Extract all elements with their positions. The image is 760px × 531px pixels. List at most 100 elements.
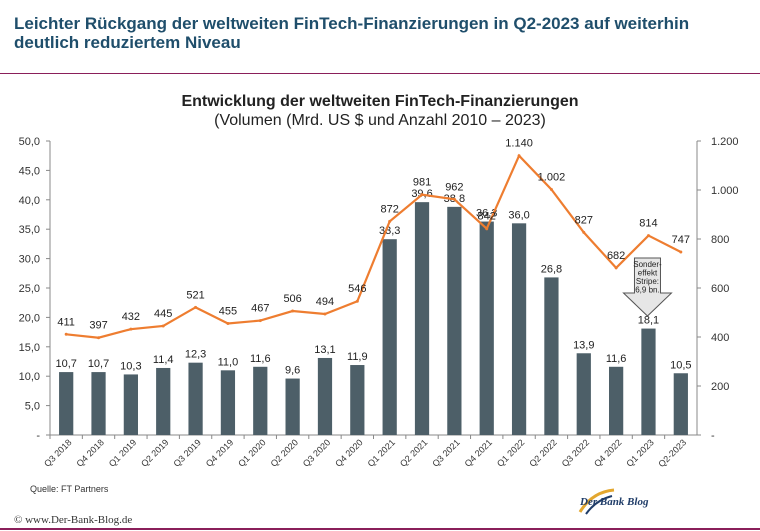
bar <box>156 367 171 435</box>
y-left-tick-label: 15,0 <box>19 342 40 354</box>
y-right-tick-label: 1.200 <box>711 136 739 148</box>
x-tick-label: Q3 2019 <box>172 437 203 468</box>
x-tick-label: Q4 2018 <box>74 437 105 468</box>
x-tick-label: Q3 2020 <box>301 437 332 468</box>
count-line-point <box>355 299 359 303</box>
bar <box>91 372 106 435</box>
bar <box>511 223 527 435</box>
x-tick-label: Q1 2022 <box>495 437 526 468</box>
brand-swoosh-icon <box>578 488 615 515</box>
count-line-point <box>646 234 650 238</box>
y-right-tick-label: 400 <box>711 332 729 344</box>
count-line-point <box>452 197 456 201</box>
bar <box>188 362 203 435</box>
bar <box>59 372 74 435</box>
bar-value-label: 10,3 <box>120 360 141 372</box>
bar-value-label: 10,5 <box>670 359 691 371</box>
bar <box>641 328 656 435</box>
y-left-tick-label: 30,0 <box>19 254 40 266</box>
annotation-arrow <box>622 257 673 317</box>
y-left-tick-label: 10,0 <box>19 371 40 383</box>
y-left-tick-label: 35,0 <box>19 224 40 236</box>
annotation-text: Stripe: <box>636 277 659 286</box>
line-value-label: 546 <box>348 283 366 295</box>
bar <box>285 378 300 435</box>
bar-value-label: 10,7 <box>88 358 109 370</box>
x-tick-label: Q3 2021 <box>430 437 461 468</box>
x-tick-label: Q4 2021 <box>463 437 494 468</box>
x-tick-label: Q4 2020 <box>333 437 364 468</box>
x-tick-label: Q3 2022 <box>560 437 591 468</box>
line-value-label: 432 <box>122 311 140 323</box>
line-value-label: 445 <box>154 308 172 320</box>
bar-value-label: 11,6 <box>606 353 627 365</box>
line-value-label: 467 <box>251 303 269 315</box>
chart-subtitle: (Volumen (Mrd. US $ und Anzahl 2010 – 20… <box>214 112 546 129</box>
brand-logo: Der Bank Blog <box>580 496 649 508</box>
bar-value-label: 26,8 <box>541 263 562 275</box>
count-line-point <box>679 250 683 254</box>
count-line-point <box>582 230 586 234</box>
y-right-tick-label: 200 <box>711 381 729 393</box>
bar-value-label: 13,9 <box>573 339 594 351</box>
headline: Leichter Rückgang der weltweiten FinTech… <box>14 14 690 52</box>
count-line-point <box>129 327 133 331</box>
x-tick-label: Q2 2021 <box>398 437 429 468</box>
x-tick-label: Q1 2023 <box>624 437 655 468</box>
line-value-label: 1.140 <box>505 138 533 150</box>
count-line-point <box>161 324 165 328</box>
bar <box>479 221 494 435</box>
annotation-text: 6,9 bn. <box>635 286 659 295</box>
count-line-point <box>97 336 101 340</box>
x-tick-label: Q4 2022 <box>592 437 623 468</box>
bar-value-label: 12,3 <box>185 349 206 361</box>
y-right-tick-label: 800 <box>711 234 729 246</box>
x-tick-label: Q2 2019 <box>139 437 170 468</box>
bar <box>123 374 138 435</box>
y-left-tick-label: 25,0 <box>19 283 40 295</box>
bar <box>447 206 462 435</box>
divider <box>0 73 760 74</box>
line-value-label: 747 <box>672 234 690 246</box>
count-line-point <box>614 266 618 270</box>
count-line-point <box>323 312 327 316</box>
y-right-tick-label: 1.000 <box>711 185 739 197</box>
line-value-label: 1.002 <box>538 172 566 184</box>
copyright: © www.Der-Bank-Blog.de <box>14 514 132 526</box>
x-tick-label: Q1 2021 <box>366 437 397 468</box>
x-tick-label: Q2-2023 <box>656 437 688 469</box>
bar <box>576 353 591 435</box>
annotation-text: effekt <box>638 269 658 278</box>
count-line-point <box>420 193 424 197</box>
bar-value-label: 10,7 <box>55 358 76 370</box>
bar <box>317 357 333 435</box>
bar-value-label: 36,0 <box>508 209 529 221</box>
line-value-label: 521 <box>186 289 204 301</box>
y-right-tick-label: - <box>711 430 715 442</box>
y-left-tick-label: 50,0 <box>19 136 40 148</box>
copyright-url: www.Der-Bank-Blog.de <box>25 514 133 526</box>
line-value-label: 494 <box>316 296 334 308</box>
chart-title: Entwicklung der weltweiten FinTech-Finan… <box>181 93 579 110</box>
bar-value-label: 11,0 <box>218 356 239 368</box>
x-tick-label: Q4 2019 <box>204 437 235 468</box>
line-value-label: 814 <box>639 218 657 230</box>
count-line <box>66 153 682 339</box>
count-line-point <box>517 154 521 158</box>
bar <box>350 365 365 435</box>
count-line-point <box>291 309 295 313</box>
line-value-label: 872 <box>380 203 398 215</box>
count-line-point <box>226 322 230 326</box>
bar <box>220 370 236 435</box>
line-value-label: 397 <box>89 320 107 332</box>
bar-value-label: 18,1 <box>638 315 659 327</box>
annotation-text: Sonder- <box>633 260 662 269</box>
line-value-label: 411 <box>57 316 75 328</box>
line-value-label: 455 <box>219 306 237 318</box>
line-value-label: 506 <box>283 293 301 305</box>
bar-value-label: 11,9 <box>347 351 368 363</box>
line-value-label: 682 <box>607 250 625 262</box>
x-tick-label: Q2 2022 <box>527 437 558 468</box>
count-line-point <box>64 332 68 336</box>
